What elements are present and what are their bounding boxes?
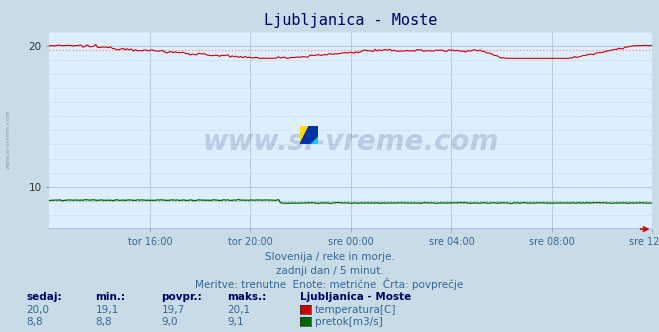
Text: Meritve: trenutne  Enote: metrične  Črta: povprečje: Meritve: trenutne Enote: metrične Črta: … [195,278,464,290]
Text: 8,8: 8,8 [96,317,112,327]
Text: temperatura[C]: temperatura[C] [315,305,397,315]
Text: pretok[m3/s]: pretok[m3/s] [315,317,383,327]
Bar [300,126,309,144]
Text: sedaj:: sedaj: [26,292,62,302]
Polygon shape [300,126,318,144]
Text: 19,7: 19,7 [161,305,185,315]
Text: Slovenija / reke in morje.: Slovenija / reke in morje. [264,252,395,262]
Text: min.:: min.: [96,292,126,302]
Text: Ljubljanica - Moste: Ljubljanica - Moste [300,292,411,302]
Text: 8,8: 8,8 [26,317,43,327]
Text: www.si-vreme.com: www.si-vreme.com [5,110,11,169]
Bar [309,126,318,144]
Text: zadnji dan / 5 minut.: zadnji dan / 5 minut. [275,266,384,276]
Text: 20,1: 20,1 [227,305,250,315]
Text: 19,1: 19,1 [96,305,119,315]
Text: povpr.:: povpr.: [161,292,202,302]
Text: 9,0: 9,0 [161,317,178,327]
Title: Ljubljanica - Moste: Ljubljanica - Moste [264,13,438,28]
Text: www.si-vreme.com: www.si-vreme.com [203,128,499,156]
Text: 9,1: 9,1 [227,317,244,327]
Text: 20,0: 20,0 [26,305,49,315]
Text: maks.:: maks.: [227,292,267,302]
